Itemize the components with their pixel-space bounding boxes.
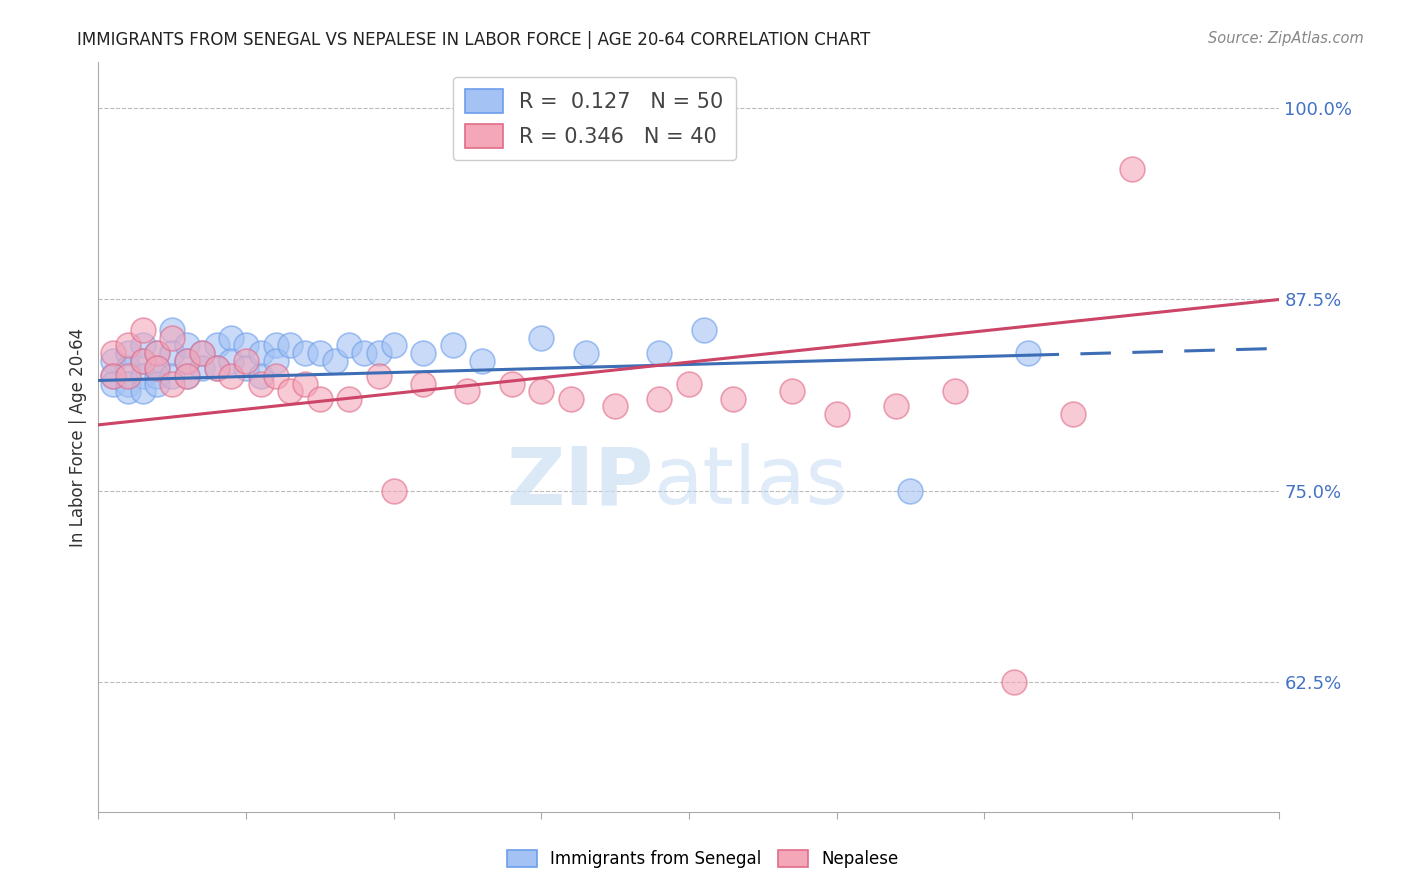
Point xyxy=(235,353,257,368)
Point xyxy=(176,368,198,383)
Text: atlas: atlas xyxy=(654,443,848,521)
Point xyxy=(103,376,125,391)
Point xyxy=(221,353,243,368)
Point xyxy=(412,376,434,391)
Point xyxy=(176,353,198,368)
Point xyxy=(323,353,346,368)
Point xyxy=(412,346,434,360)
Point xyxy=(132,338,155,352)
Point xyxy=(339,392,361,406)
Point xyxy=(560,392,582,406)
Point xyxy=(264,338,287,352)
Point xyxy=(205,338,228,352)
Point xyxy=(441,338,464,352)
Point xyxy=(162,331,183,345)
Point xyxy=(205,361,228,376)
Point xyxy=(825,407,848,421)
Point xyxy=(943,384,966,399)
Point xyxy=(176,368,198,383)
Point xyxy=(235,338,257,352)
Point xyxy=(117,384,139,399)
Text: ZIP: ZIP xyxy=(506,443,654,521)
Point xyxy=(162,346,183,360)
Point xyxy=(264,368,287,383)
Point xyxy=(162,376,183,391)
Point xyxy=(648,392,671,406)
Point xyxy=(294,346,316,360)
Point xyxy=(205,361,228,376)
Point xyxy=(117,346,139,360)
Y-axis label: In Labor Force | Age 20-64: In Labor Force | Age 20-64 xyxy=(69,327,87,547)
Point xyxy=(471,353,494,368)
Point xyxy=(1121,162,1143,177)
Point xyxy=(132,353,155,368)
Point xyxy=(1002,674,1025,689)
Text: Source: ZipAtlas.com: Source: ZipAtlas.com xyxy=(1208,31,1364,46)
Point xyxy=(221,331,243,345)
Point xyxy=(605,400,627,414)
Point xyxy=(176,353,198,368)
Point xyxy=(221,368,243,383)
Point xyxy=(191,346,214,360)
Legend: Immigrants from Senegal, Nepalese: Immigrants from Senegal, Nepalese xyxy=(501,843,905,875)
Point xyxy=(530,384,553,399)
Point xyxy=(575,346,598,360)
Point xyxy=(294,376,316,391)
Point xyxy=(146,346,169,360)
Point xyxy=(280,338,302,352)
Point xyxy=(146,346,169,360)
Point xyxy=(530,331,553,345)
Point xyxy=(117,338,139,352)
Point xyxy=(117,368,139,383)
Point xyxy=(117,361,139,376)
Point xyxy=(280,384,302,399)
Point xyxy=(264,353,287,368)
Point xyxy=(235,361,257,376)
Point xyxy=(132,323,155,337)
Point xyxy=(457,384,479,399)
Point xyxy=(250,376,273,391)
Point xyxy=(103,368,125,383)
Point xyxy=(368,368,391,383)
Point xyxy=(884,400,907,414)
Point xyxy=(382,483,405,498)
Text: IMMIGRANTS FROM SENEGAL VS NEPALESE IN LABOR FORCE | AGE 20-64 CORRELATION CHART: IMMIGRANTS FROM SENEGAL VS NEPALESE IN L… xyxy=(77,31,870,49)
Legend: R =  0.127   N = 50, R = 0.346   N = 40: R = 0.127 N = 50, R = 0.346 N = 40 xyxy=(453,77,737,161)
Point xyxy=(382,338,405,352)
Point xyxy=(353,346,375,360)
Point xyxy=(146,361,169,376)
Point xyxy=(162,323,183,337)
Point xyxy=(132,368,155,383)
Point xyxy=(176,338,198,352)
Point xyxy=(103,346,125,360)
Point xyxy=(309,346,332,360)
Point xyxy=(250,346,273,360)
Point xyxy=(782,384,804,399)
Point xyxy=(1062,407,1084,421)
Point xyxy=(501,376,523,391)
Point xyxy=(723,392,745,406)
Point xyxy=(146,361,169,376)
Point xyxy=(1018,346,1040,360)
Point xyxy=(146,368,169,383)
Point xyxy=(103,368,125,383)
Point xyxy=(250,368,273,383)
Point xyxy=(191,346,214,360)
Point xyxy=(103,353,125,368)
Point xyxy=(900,483,922,498)
Point xyxy=(648,346,671,360)
Point xyxy=(132,384,155,399)
Point xyxy=(132,353,155,368)
Point xyxy=(339,338,361,352)
Point xyxy=(117,376,139,391)
Point xyxy=(162,368,183,383)
Point xyxy=(191,361,214,376)
Point xyxy=(678,376,700,391)
Point xyxy=(693,323,716,337)
Point xyxy=(309,392,332,406)
Point xyxy=(368,346,391,360)
Point xyxy=(146,376,169,391)
